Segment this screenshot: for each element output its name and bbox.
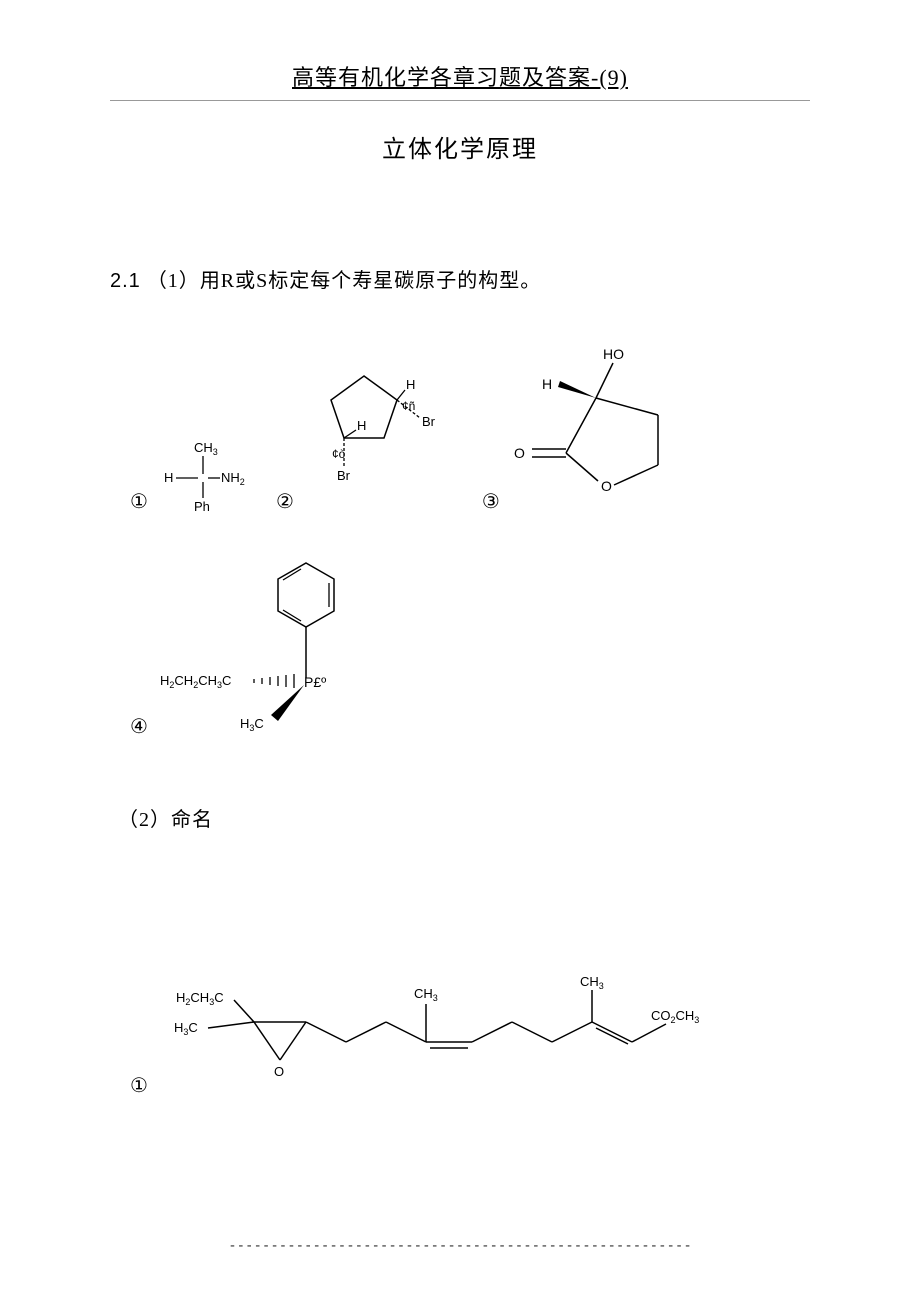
chapter-title: 立体化学原理	[110, 129, 810, 164]
structure-2-container: ② H ¢ñ Br H ¢ò Br	[276, 358, 452, 518]
footer-dashes: ----------------------------------------…	[0, 1238, 920, 1254]
problem-2-1-part2: （2）命名	[110, 803, 810, 832]
structure-3-svg: HO H O O	[508, 343, 698, 518]
problem-number: 2.1	[110, 270, 141, 292]
circled-3: ③	[482, 489, 500, 514]
svg-text:O: O	[274, 1064, 284, 1079]
part2-text: 命名	[171, 809, 213, 831]
header-rule	[110, 100, 810, 101]
svg-text:HO: HO	[603, 346, 624, 362]
svg-text:Br: Br	[422, 414, 436, 429]
svg-text:CH3: CH3	[414, 986, 438, 1003]
svg-text:H: H	[164, 470, 173, 485]
structures-row-3: ① H2CH3C H3C O CH3 CH3	[110, 972, 810, 1102]
svg-text:Br: Br	[337, 468, 351, 483]
svg-text:CH3: CH3	[580, 974, 604, 991]
problem-2-1-part1: 2.1 （1）用R或S标定每个寿星碳原子的构型。	[110, 264, 810, 293]
svg-text:H2CH2CH3C: H2CH2CH3C	[160, 673, 231, 690]
structure-2-svg: H ¢ñ Br H ¢ò Br	[302, 358, 452, 518]
structures-row-2: ④ H2CH2CH3C P£º H3C	[110, 553, 810, 743]
svg-text:H: H	[542, 376, 552, 392]
circled-1: ①	[130, 489, 148, 514]
part1-label: （1）	[147, 270, 200, 292]
svg-text:H3C: H3C	[240, 716, 264, 733]
svg-text:H3C: H3C	[174, 1020, 198, 1037]
svg-text:CO2CH3: CO2CH3	[651, 1008, 699, 1025]
structures-row-1: ① CH3 H NH2 Ph ② H ¢ñ Br H	[110, 343, 810, 518]
structure-3-container: ③ HO H O O	[482, 343, 698, 518]
svg-text:H: H	[357, 418, 366, 433]
svg-text:O: O	[601, 478, 612, 494]
structure-1-svg: CH3 H NH2 Ph	[156, 438, 246, 518]
part2-label: （2）	[118, 809, 171, 831]
circled-1b: ①	[130, 1073, 148, 1098]
svg-text:H2CH3C: H2CH3C	[176, 990, 224, 1007]
svg-text:Ph: Ph	[194, 499, 210, 514]
svg-text:¢ñ: ¢ñ	[402, 399, 415, 413]
structure-1-container: ① CH3 H NH2 Ph	[130, 438, 246, 518]
part1-text: 用R或S标定每个寿星碳原子的构型。	[200, 270, 541, 292]
structure-5-svg: H2CH3C H3C O CH3 CH3 CO2CH3	[156, 972, 716, 1102]
page-header-title: 高等有机化学各章习题及答案-(9)	[110, 60, 810, 92]
svg-text:P£º: P£º	[304, 674, 326, 690]
circled-4: ④	[130, 714, 148, 739]
svg-text:H: H	[406, 377, 415, 392]
svg-text:O: O	[514, 445, 525, 461]
circled-2: ②	[276, 489, 294, 514]
svg-text:NH2: NH2	[221, 470, 245, 487]
svg-text:CH3: CH3	[194, 440, 218, 457]
structure-4-svg: H2CH2CH3C P£º H3C	[156, 553, 386, 743]
